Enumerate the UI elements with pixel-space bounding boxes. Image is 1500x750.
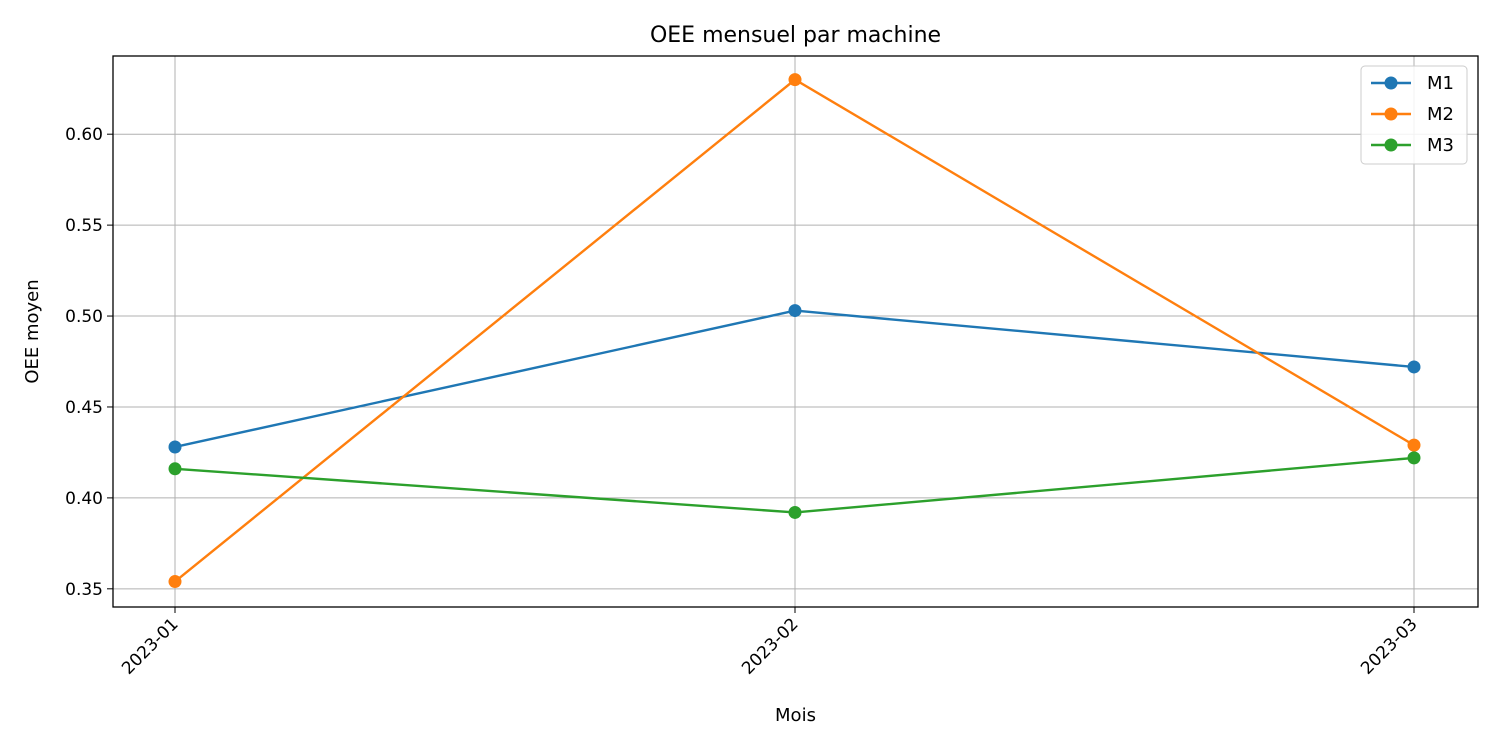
y-tick-label: 0.45: [65, 398, 103, 418]
legend-label-m3: M3: [1427, 135, 1454, 156]
y-tick-label: 0.35: [65, 580, 103, 600]
y-tick-label: 0.60: [65, 125, 103, 145]
legend-marker-m1: [1384, 76, 1398, 90]
legend-marker-m2: [1384, 107, 1398, 121]
data-point-m1: [788, 304, 802, 318]
legend-label-m1: M1: [1427, 73, 1454, 94]
x-axis-label: Mois: [775, 705, 816, 726]
y-tick-label: 0.55: [65, 216, 103, 236]
legend-marker-m3: [1384, 138, 1398, 152]
x-tick-label: 2023-03: [1357, 614, 1421, 678]
axis-ticks: 0.35 0.40 0.45 0.50 0.55 0.60 2023-01 2023-02 20…: [65, 125, 1421, 679]
legend-label-m2: M2: [1427, 104, 1454, 125]
data-point-m2: [1407, 438, 1421, 452]
x-tick-label: 2023-01: [118, 614, 182, 678]
y-axis-label: OEE moyen: [22, 279, 43, 383]
data-point-m2: [168, 575, 182, 589]
y-tick-label: 0.40: [65, 489, 103, 509]
legend: M1 M2 M3: [1360, 65, 1468, 165]
chart-title: OEE mensuel par machine: [650, 23, 941, 48]
x-tick-label: 2023-02: [738, 614, 802, 678]
data-point-m3: [168, 462, 182, 476]
data-point-m2: [788, 73, 802, 87]
y-tick-label: 0.50: [65, 307, 103, 327]
data-point-m3: [1407, 451, 1421, 465]
data-point-m1: [1407, 360, 1421, 374]
series-layer: [168, 73, 1421, 589]
legend-box: [1360, 65, 1468, 165]
grid: [113, 56, 1478, 607]
data-point-m1: [168, 440, 182, 454]
data-point-m3: [788, 505, 802, 519]
